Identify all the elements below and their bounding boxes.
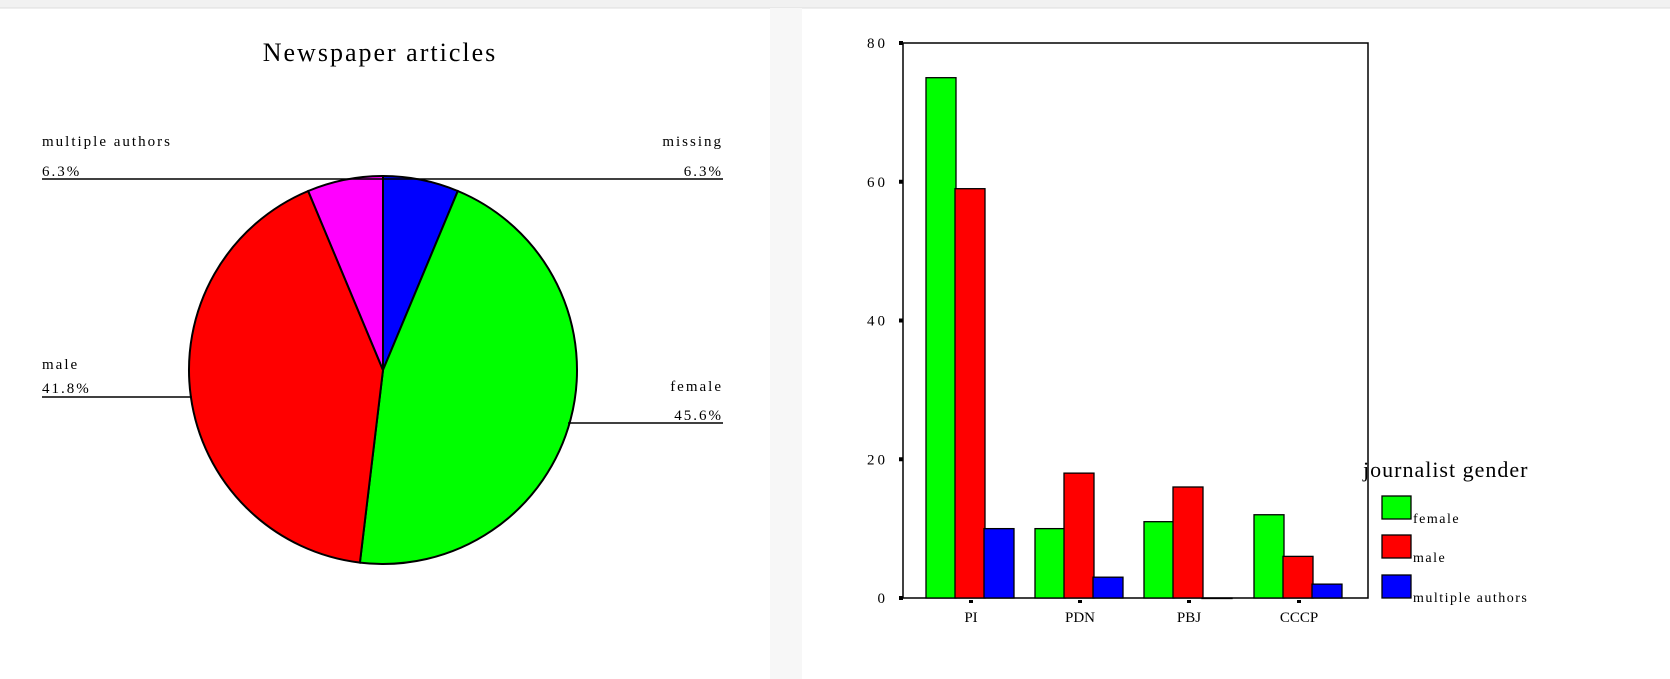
pie-title: Newspaper articles xyxy=(263,38,498,67)
bar-cccp-female xyxy=(1253,514,1285,599)
x-tick-label: CCCP xyxy=(1280,610,1318,626)
pie-labels: missing 6.3% female 45.6% male 41.8% multiple … xyxy=(42,134,723,424)
y-tick-mark xyxy=(899,596,903,600)
y-tick-mark xyxy=(899,457,903,462)
y-axis: 0 20 40 60 80 xyxy=(867,36,903,607)
slice-percent-male: 41.8% xyxy=(42,381,91,397)
legend-label-multiple-authors: multiple authors xyxy=(1413,591,1528,606)
bar-pbj-multiple-authors xyxy=(1201,597,1233,600)
x-tick-mark xyxy=(969,600,973,603)
pie-chart: Newspaper articles missing 6.3% female 45.6… xyxy=(42,38,723,565)
legend-swatch-multiple-authors xyxy=(1381,574,1412,599)
slice-label-female: female xyxy=(670,379,723,395)
slice-percent-multiple-authors: 6.3% xyxy=(42,164,81,180)
x-tick-label: PBJ xyxy=(1177,610,1201,626)
y-tick-label: 40 xyxy=(867,314,888,330)
x-tick-mark xyxy=(1297,600,1301,603)
x-tick-label: PI xyxy=(964,610,977,626)
x-tick-mark xyxy=(1187,600,1191,603)
legend-label-female: female xyxy=(1413,512,1460,527)
bar-pi-female xyxy=(925,77,957,599)
legend-swatch-female xyxy=(1381,495,1412,520)
x-tick-mark xyxy=(1078,600,1082,603)
bar-pi-multiple-authors xyxy=(983,527,1015,599)
pie-slices xyxy=(188,174,578,565)
bar-chart: 0 20 40 60 80 PI PDN PBJ CCCP journalist gender… xyxy=(867,36,1528,626)
x-tick-label: PDN xyxy=(1065,610,1095,626)
y-tick-label: 80 xyxy=(867,36,888,52)
pie-slice-multiple-authors xyxy=(306,174,384,371)
bar-cccp-multiple-authors xyxy=(1311,583,1343,599)
legend-swatch-male xyxy=(1381,534,1412,559)
legend-title: journalist gender xyxy=(1362,457,1528,482)
y-tick-label: 60 xyxy=(867,175,888,191)
y-tick-mark xyxy=(899,318,903,323)
slice-label-missing: missing xyxy=(662,134,723,150)
top-strip xyxy=(0,0,1670,8)
y-tick-label: 20 xyxy=(867,452,888,468)
slice-percent-missing: 6.3% xyxy=(684,164,723,180)
slice-percent-female: 45.6% xyxy=(674,408,723,424)
y-tick-label: 0 xyxy=(878,591,889,607)
legend: journalist gender female male multiple aut… xyxy=(1362,457,1528,606)
y-tick-mark xyxy=(899,41,903,45)
bar-pdn-female xyxy=(1034,527,1066,599)
bar-pdn-male xyxy=(1063,472,1095,599)
bar-pdn-multiple-authors xyxy=(1092,576,1124,599)
bar-pbj-female xyxy=(1143,521,1175,599)
legend-label-male: male xyxy=(1413,551,1446,566)
bar-cccp-male xyxy=(1282,555,1314,599)
divider-strip xyxy=(770,8,802,679)
bar-pbj-male xyxy=(1172,486,1204,599)
x-axis: PI PDN PBJ CCCP xyxy=(964,600,1318,626)
slice-label-male: male xyxy=(42,357,79,373)
slice-label-multiple-authors: multiple authors xyxy=(42,134,172,150)
pie-slice-female xyxy=(358,189,578,565)
bars xyxy=(925,77,1343,600)
legend-items: female male multiple authors xyxy=(1381,495,1528,606)
y-tick-mark xyxy=(899,179,903,184)
bar-pi-male xyxy=(954,188,986,599)
